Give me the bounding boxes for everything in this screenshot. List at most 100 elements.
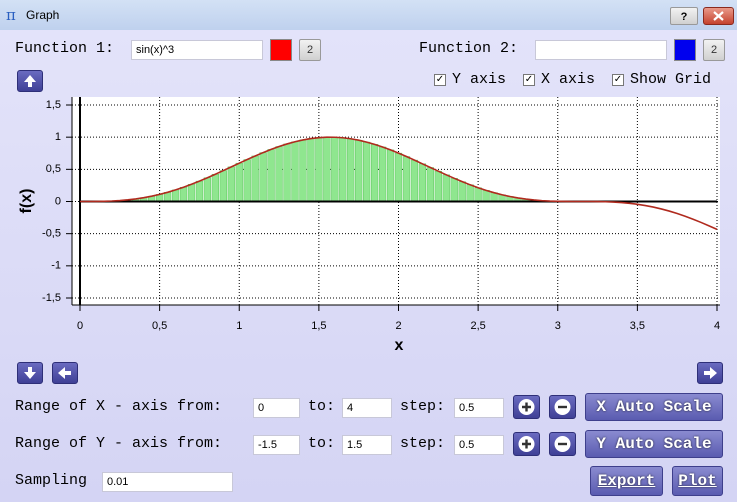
bar [474, 187, 482, 202]
x-tick-label: 3,5 [630, 320, 645, 332]
x-tick-label: 0 [77, 320, 83, 332]
left-icon [58, 367, 71, 379]
to-label: to: [308, 398, 336, 415]
bar [275, 146, 283, 202]
bar [187, 184, 196, 202]
zoom-in-button[interactable] [513, 395, 540, 419]
bar [323, 136, 331, 202]
bar [291, 141, 299, 202]
bar [386, 149, 395, 202]
y-tick-label: -1 [51, 260, 61, 272]
bar [434, 170, 442, 202]
bar [394, 152, 403, 202]
range-to-input[interactable]: 1.5 [342, 435, 392, 455]
up-button[interactable] [17, 70, 43, 92]
function-2-button[interactable]: 2 [703, 39, 725, 61]
x-tick-label: 4 [714, 320, 720, 332]
close-icon [713, 11, 724, 21]
function-1-button[interactable]: 2 [299, 39, 321, 61]
bar [458, 181, 466, 202]
bar [450, 178, 458, 202]
export-button[interactable]: Export [590, 466, 663, 496]
zoom-out-button[interactable] [549, 395, 576, 419]
sampling-input[interactable]: 0.01 [102, 472, 233, 492]
y-tick-label: 0,5 [46, 163, 61, 175]
right-icon [704, 367, 717, 379]
x-tick-label: 0,5 [152, 320, 167, 332]
auto-scale-button[interactable]: Y Auto Scale [585, 430, 723, 458]
range-from-input[interactable]: 0 [253, 398, 300, 418]
x-tick-label: 1,5 [311, 320, 326, 332]
x-tick-label: 2 [395, 320, 401, 332]
checkbox[interactable]: ✓ [523, 74, 535, 86]
bar [347, 138, 355, 202]
range-label: Range of X - axis from: [15, 398, 223, 415]
bar [299, 139, 307, 202]
help-button[interactable]: ? [670, 7, 698, 25]
checkbox[interactable]: ✓ [434, 74, 446, 86]
checkbox[interactable]: ✓ [612, 74, 624, 86]
range-to-input[interactable]: 4 [342, 398, 392, 418]
plot-button[interactable]: Plot [672, 466, 723, 496]
function-2-label: Function 2: [419, 40, 519, 57]
y-axis-label: f(x) [18, 189, 35, 214]
bar [355, 139, 363, 202]
range-from-input[interactable]: -1.5 [253, 435, 300, 455]
bar [203, 177, 212, 202]
checkbox-label: Show Grid [630, 71, 712, 88]
bar [243, 159, 251, 202]
bar [402, 156, 411, 202]
x-tick-label: 2,5 [470, 320, 485, 332]
up-icon [24, 75, 36, 87]
auto-scale-button[interactable]: X Auto Scale [585, 393, 723, 421]
bar [227, 166, 235, 202]
down-button[interactable] [17, 362, 43, 384]
y-tick-label: -0,5 [42, 228, 61, 240]
bar [235, 162, 243, 202]
bar [482, 190, 490, 202]
x-tick-label: 3 [555, 320, 561, 332]
function-2-color[interactable] [674, 39, 696, 61]
minus-icon [554, 436, 571, 452]
function-1-label: Function 1: [15, 40, 115, 57]
function-2-input[interactable] [535, 40, 667, 60]
title-bar [0, 0, 737, 30]
range-label: Range of Y - axis from: [15, 435, 223, 452]
range-step-input[interactable]: 0.5 [454, 398, 504, 418]
zoom-in-button[interactable] [513, 432, 540, 456]
bar [370, 144, 379, 202]
window-title: Graph [26, 8, 60, 22]
close-button[interactable] [703, 7, 734, 25]
y-tick-label: 1,5 [46, 99, 61, 111]
zoom-out-button[interactable] [549, 432, 576, 456]
bar [331, 136, 339, 202]
minus-icon [554, 399, 571, 415]
bar [442, 174, 450, 202]
bar [307, 138, 315, 202]
x-tick-label: 1 [236, 320, 242, 332]
bar [251, 155, 259, 202]
bar [283, 143, 291, 202]
bar [211, 173, 219, 202]
checkbox-label: X axis [541, 71, 596, 88]
function-1-input[interactable]: sin(x)^3 [131, 40, 263, 60]
down-icon [24, 367, 36, 379]
bar [339, 137, 347, 202]
bar [267, 149, 275, 202]
bar [171, 189, 180, 202]
right-button[interactable] [697, 362, 723, 384]
bar [259, 152, 267, 202]
y-tick-label: -1,5 [42, 292, 61, 304]
to-label: to: [308, 435, 336, 452]
range-step-input[interactable]: 0.5 [454, 435, 504, 455]
bar [179, 186, 188, 202]
left-button[interactable] [52, 362, 78, 384]
step-label: step: [400, 398, 446, 415]
bar [363, 141, 371, 202]
bar [219, 170, 227, 202]
plus-icon [518, 399, 535, 415]
step-label: step: [400, 435, 446, 452]
function-1-color[interactable] [270, 39, 292, 61]
x-axis-label: x [395, 337, 404, 354]
bar [418, 163, 427, 202]
